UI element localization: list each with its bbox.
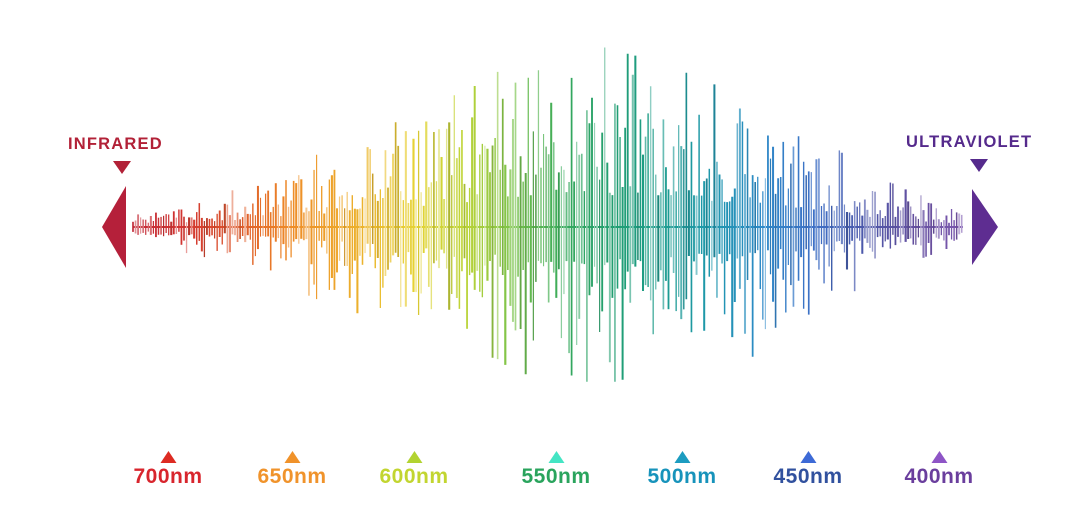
tick-marker-icon: [159, 451, 176, 463]
wavelength-tick-500: 500nm: [647, 451, 716, 487]
tick-marker-icon: [930, 451, 947, 463]
tick-label: 550nm: [521, 465, 591, 488]
tick-marker-icon: [673, 451, 690, 463]
wavelength-tick-650: 650nm: [257, 451, 326, 487]
infrared-pointer-icon: [113, 161, 131, 174]
wavelength-tick-700: 700nm: [133, 451, 202, 487]
ultraviolet-arrow-icon: [972, 189, 998, 265]
tick-label: 700nm: [133, 465, 203, 488]
tick-marker-icon: [799, 451, 816, 463]
wavelength-tick-450: 450nm: [773, 451, 842, 487]
tick-label: 650nm: [257, 465, 327, 488]
tick-label: 600nm: [379, 465, 449, 488]
tick-label: 500nm: [647, 465, 717, 488]
wavelength-tick-600: 600nm: [379, 451, 448, 487]
tick-label: 450nm: [773, 465, 843, 488]
wavelength-tick-400: 400nm: [904, 451, 973, 487]
infrared-arrow-icon: [102, 186, 126, 268]
ultraviolet-label: ULTRAVIOLET: [906, 133, 1033, 151]
infrared-label: INFRARED: [68, 135, 163, 153]
wavelength-tick-550: 550nm: [521, 451, 590, 487]
tick-marker-icon: [283, 451, 300, 463]
tick-label: 400nm: [904, 465, 974, 488]
ultraviolet-pointer-icon: [970, 159, 988, 172]
tick-marker-icon: [547, 451, 564, 463]
tick-marker-icon: [405, 451, 422, 463]
